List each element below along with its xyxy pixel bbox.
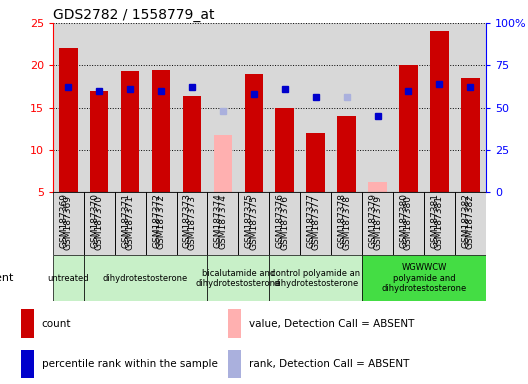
Text: untreated: untreated xyxy=(48,274,89,283)
Bar xyxy=(228,310,241,338)
Text: GSM187371: GSM187371 xyxy=(121,193,130,248)
Bar xyxy=(362,192,393,255)
Text: rank, Detection Call = ABSENT: rank, Detection Call = ABSENT xyxy=(249,359,409,369)
Text: GSM187370: GSM187370 xyxy=(90,193,99,248)
Bar xyxy=(208,255,269,301)
Text: GSM187373: GSM187373 xyxy=(187,195,196,250)
Bar xyxy=(21,310,34,338)
Bar xyxy=(306,133,325,192)
Bar xyxy=(331,192,362,255)
Bar xyxy=(176,192,208,255)
Text: GSM187378: GSM187378 xyxy=(342,195,351,250)
Bar xyxy=(300,192,331,255)
Text: percentile rank within the sample: percentile rank within the sample xyxy=(42,359,218,369)
Bar xyxy=(362,255,486,301)
Text: GSM187381: GSM187381 xyxy=(430,193,439,248)
Bar xyxy=(183,96,201,192)
Bar xyxy=(84,192,115,255)
Text: GSM187373: GSM187373 xyxy=(183,193,192,248)
Text: GSM187374: GSM187374 xyxy=(219,195,228,250)
Text: GSM187381: GSM187381 xyxy=(435,195,444,250)
Text: GSM187370: GSM187370 xyxy=(95,195,103,250)
Bar xyxy=(368,182,387,192)
Text: GSM187379: GSM187379 xyxy=(373,195,382,250)
Text: dihydrotestosterone: dihydrotestosterone xyxy=(103,274,188,283)
Text: GSM187369: GSM187369 xyxy=(59,193,68,248)
Text: GSM187379: GSM187379 xyxy=(369,193,378,248)
Text: GDS2782 / 1558779_at: GDS2782 / 1558779_at xyxy=(53,8,214,22)
Text: GSM187372: GSM187372 xyxy=(152,193,161,248)
Bar xyxy=(84,255,208,301)
Bar xyxy=(53,255,84,301)
Bar xyxy=(208,192,238,255)
Text: GSM187377: GSM187377 xyxy=(311,195,320,250)
Bar xyxy=(424,192,455,255)
Bar xyxy=(244,74,263,192)
Bar xyxy=(337,116,356,192)
Text: GSM187372: GSM187372 xyxy=(156,195,166,250)
Bar xyxy=(152,70,171,192)
Text: count: count xyxy=(42,318,71,329)
Bar xyxy=(276,108,294,192)
Text: GSM187369: GSM187369 xyxy=(64,195,73,250)
Bar xyxy=(238,192,269,255)
Bar xyxy=(59,48,78,192)
Bar xyxy=(53,192,84,255)
Bar xyxy=(461,78,479,192)
Text: GSM187382: GSM187382 xyxy=(466,195,475,250)
Bar xyxy=(393,192,424,255)
Text: WGWWCW
polyamide and
dihydrotestosterone: WGWWCW polyamide and dihydrotestosterone xyxy=(381,263,467,293)
Text: GSM187382: GSM187382 xyxy=(461,193,470,248)
Bar xyxy=(399,65,418,192)
Text: value, Detection Call = ABSENT: value, Detection Call = ABSENT xyxy=(249,318,414,329)
Bar xyxy=(228,350,241,378)
Bar xyxy=(21,350,34,378)
Text: GSM187375: GSM187375 xyxy=(245,193,254,248)
Bar xyxy=(214,134,232,192)
Bar xyxy=(269,255,362,301)
Text: GSM187378: GSM187378 xyxy=(337,193,346,248)
Text: GSM187380: GSM187380 xyxy=(400,193,409,248)
Text: GSM187376: GSM187376 xyxy=(280,195,289,250)
Text: GSM187376: GSM187376 xyxy=(276,193,285,248)
Bar xyxy=(455,192,486,255)
Text: GSM187380: GSM187380 xyxy=(404,195,413,250)
Text: GSM187377: GSM187377 xyxy=(307,193,316,248)
Text: GSM187374: GSM187374 xyxy=(214,193,223,248)
Text: bicalutamide and
dihydrotestosterone: bicalutamide and dihydrotestosterone xyxy=(196,269,281,288)
Bar xyxy=(115,192,146,255)
Bar xyxy=(121,71,139,192)
Bar xyxy=(146,192,176,255)
Bar xyxy=(430,31,449,192)
Bar xyxy=(90,91,108,192)
Text: GSM187375: GSM187375 xyxy=(249,195,258,250)
Text: GSM187371: GSM187371 xyxy=(126,195,135,250)
Text: agent: agent xyxy=(0,273,14,283)
Bar xyxy=(269,192,300,255)
Text: control polyamide an
dihydrotestosterone: control polyamide an dihydrotestosterone xyxy=(271,269,360,288)
